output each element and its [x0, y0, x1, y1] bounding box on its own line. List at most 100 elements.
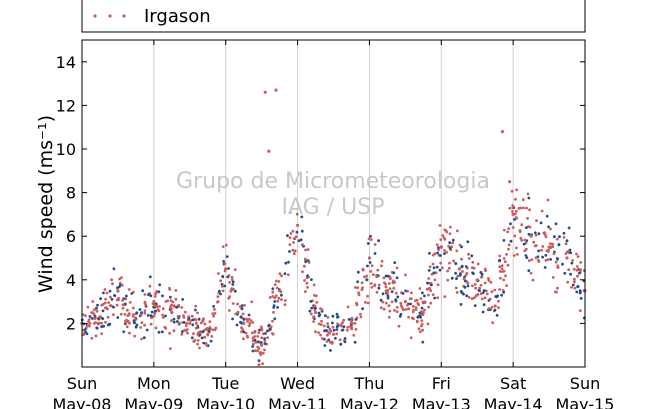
data-point	[382, 307, 386, 311]
data-point	[306, 248, 310, 251]
data-point-secondary	[401, 292, 405, 295]
data-point-secondary	[247, 313, 251, 317]
data-point	[367, 237, 371, 241]
data-point	[105, 291, 109, 295]
data-point	[120, 283, 124, 287]
data-point	[370, 264, 374, 267]
data-points	[80, 88, 587, 367]
data-point	[301, 270, 304, 274]
data-point	[436, 283, 440, 287]
data-point-secondary	[300, 229, 304, 233]
data-point	[467, 295, 471, 299]
data-point	[256, 335, 260, 338]
data-point	[361, 267, 365, 271]
data-point-secondary	[225, 255, 229, 258]
data-point	[520, 223, 524, 227]
data-point	[451, 241, 454, 245]
series-point	[170, 310, 174, 315]
data-point	[360, 281, 364, 285]
data-point	[511, 204, 515, 208]
data-point	[143, 323, 147, 327]
data-point	[326, 322, 329, 325]
data-point-secondary	[227, 267, 230, 270]
data-point	[268, 296, 272, 299]
data-point	[570, 285, 573, 289]
data-point	[110, 278, 113, 282]
x-axis-ticks: Sun May-08 Mon May-09 Tue May-10 Wed May-11 Thu M…	[53, 40, 614, 409]
data-point-secondary	[430, 283, 433, 287]
data-point-secondary	[356, 280, 359, 284]
data-point	[198, 331, 202, 335]
data-point-secondary	[108, 289, 112, 293]
data-point	[319, 333, 322, 337]
data-point-secondary	[93, 314, 97, 318]
data-point	[421, 300, 425, 304]
data-point	[487, 277, 490, 280]
data-point	[427, 305, 430, 309]
data-point	[527, 225, 530, 229]
data-point-secondary	[324, 329, 328, 332]
data-point-secondary	[335, 312, 339, 316]
data-point-secondary	[181, 298, 185, 301]
data-point	[551, 276, 555, 279]
data-point-secondary	[423, 294, 426, 298]
y-tick-label: 8	[66, 184, 76, 203]
data-point	[498, 270, 502, 273]
data-point-secondary	[578, 271, 581, 275]
data-point	[217, 272, 220, 275]
data-point	[328, 327, 332, 331]
data-point	[485, 292, 489, 296]
data-point-secondary	[154, 309, 157, 313]
data-point-secondary	[343, 337, 347, 340]
data-point	[364, 301, 367, 304]
data-point-secondary	[421, 291, 424, 295]
data-point	[303, 257, 307, 261]
data-point-secondary	[466, 240, 470, 244]
data-point-secondary	[498, 259, 501, 263]
data-point-secondary	[524, 226, 528, 230]
data-point-secondary	[569, 251, 573, 255]
data-point	[384, 282, 387, 286]
data-point	[507, 247, 510, 251]
data-point	[491, 321, 495, 325]
data-point	[115, 303, 119, 307]
data-point	[359, 312, 362, 316]
data-point-secondary	[90, 317, 94, 320]
data-point	[390, 300, 394, 304]
data-point	[497, 299, 500, 303]
data-point-secondary	[433, 296, 436, 300]
data-point	[575, 252, 578, 256]
data-point	[527, 259, 531, 262]
data-point	[331, 325, 335, 329]
data-point	[194, 321, 198, 325]
data-point-secondary	[95, 306, 98, 310]
data-point-secondary	[335, 328, 339, 331]
data-point	[428, 265, 432, 269]
data-point-secondary	[494, 295, 498, 298]
data-point	[461, 270, 464, 273]
data-point-secondary	[253, 338, 257, 342]
data-point	[127, 331, 131, 335]
data-point-secondary	[435, 265, 439, 269]
series-point	[278, 289, 282, 293]
data-point	[380, 264, 383, 268]
data-point	[211, 312, 215, 315]
data-point	[169, 305, 172, 309]
data-point-secondary	[386, 296, 390, 300]
data-point-secondary	[419, 315, 422, 319]
data-point	[409, 336, 413, 340]
data-point	[502, 278, 506, 282]
data-point-secondary	[454, 271, 457, 275]
data-point	[479, 292, 483, 295]
data-point	[303, 264, 306, 268]
data-point-secondary	[509, 222, 512, 226]
data-point	[399, 301, 403, 305]
data-point	[354, 327, 358, 331]
data-point	[186, 331, 189, 335]
x-tick-label-date: May-12	[340, 395, 399, 409]
data-point	[245, 317, 249, 321]
data-point-secondary	[438, 268, 442, 272]
data-point	[180, 332, 184, 336]
data-point	[103, 301, 107, 305]
data-point	[526, 192, 530, 196]
